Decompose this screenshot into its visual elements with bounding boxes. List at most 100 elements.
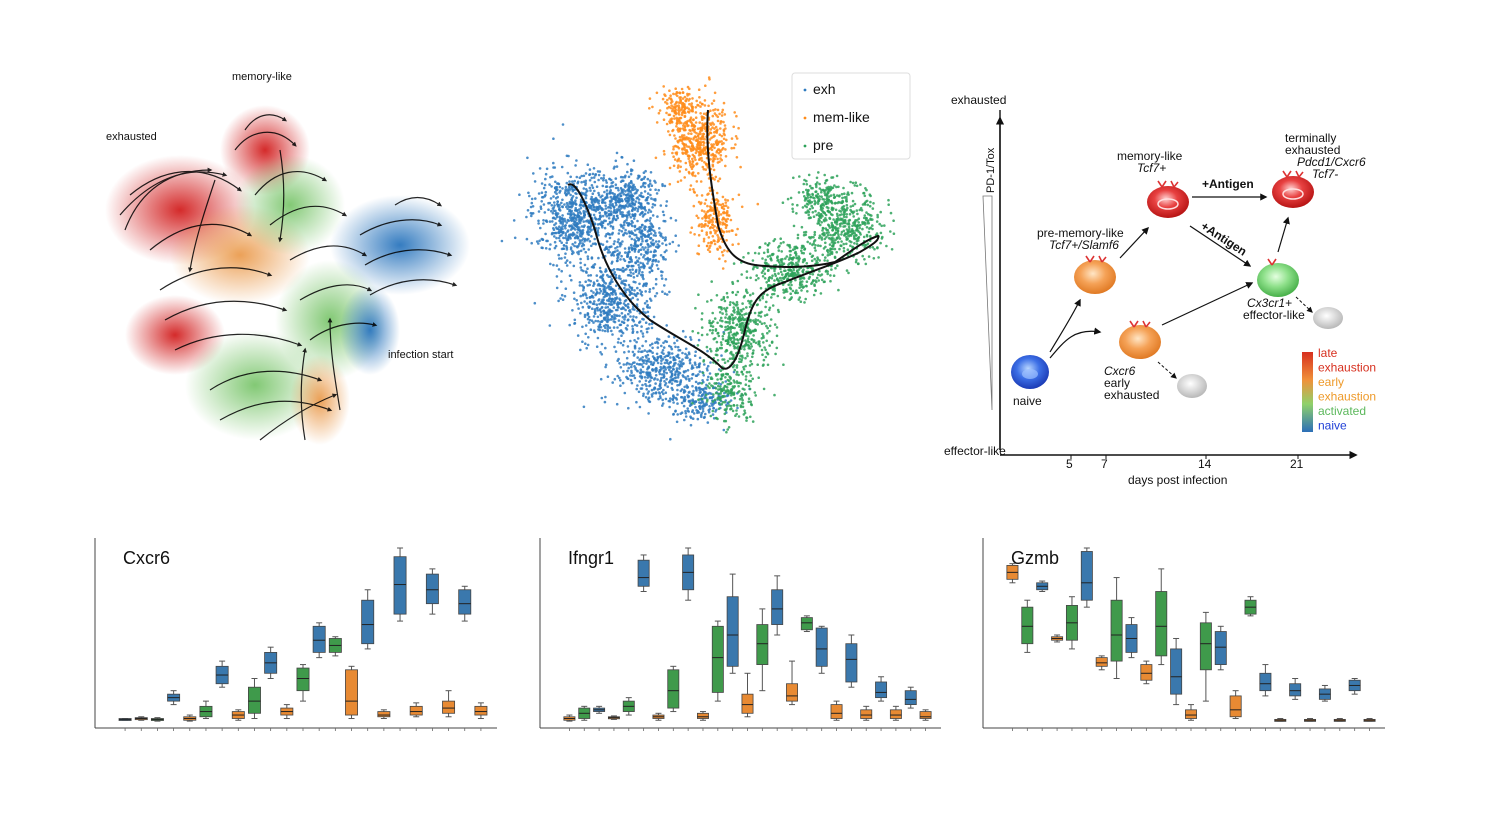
box-10 (280, 704, 294, 731)
box-17 (815, 625, 828, 731)
colorbar-label-5: naive (1318, 419, 1347, 433)
label-pre-memory-1: pre-memory-like (1037, 226, 1124, 240)
box-1 (1021, 599, 1034, 731)
box-14 (1214, 625, 1227, 731)
legend-mem-like-marker (803, 116, 807, 120)
label-exhausted: exhausted (106, 131, 157, 143)
label-early-2: early (1104, 376, 1130, 390)
box-20 (860, 705, 873, 731)
box-19 (1289, 678, 1302, 731)
colorbar-label-0: late (1318, 346, 1338, 360)
box-24 (1363, 718, 1376, 731)
box-7 (667, 665, 680, 731)
cell-effector-like (1257, 258, 1299, 297)
box-12 (741, 672, 754, 731)
box-13 (328, 636, 342, 731)
legend-pre: pre (813, 137, 833, 153)
label-term-3: Pdcd1/Cxcr6 (1297, 155, 1366, 169)
box-15 (1229, 690, 1242, 731)
label-pre-memory-2: Tcf7+/Slamf6 (1049, 238, 1119, 252)
box-9 (264, 646, 278, 731)
arrow-naive-premem (1049, 298, 1081, 353)
box-0 (1006, 563, 1019, 731)
y-axis-label: PD-1/Tox (985, 147, 997, 193)
box-13 (756, 608, 769, 731)
label-term-2: exhausted (1285, 143, 1340, 157)
box-9 (697, 711, 709, 731)
box-5 (637, 554, 650, 731)
colorbar-label-3: exhaustion (1318, 390, 1376, 404)
box-6 (215, 660, 229, 731)
pd1-wedge (982, 195, 993, 411)
box-4 (1065, 596, 1078, 731)
box-15 (361, 589, 375, 731)
colorbar-label-1: exhaustion (1318, 361, 1376, 375)
box-0 (563, 714, 576, 731)
box-4 (183, 714, 197, 731)
cell-early-exhausted (1119, 320, 1161, 359)
arrow-early-effector (1161, 282, 1254, 326)
box-11 (726, 573, 739, 731)
box-21 (875, 676, 888, 731)
scheme-panel: PD-1/Tox exhausted effector-like 5 7 14 … (944, 93, 1376, 487)
box-12 (1185, 704, 1197, 731)
colorbar-label-2: early (1318, 375, 1344, 389)
box-5 (1080, 547, 1093, 731)
box-10 (1155, 568, 1168, 731)
label-naive: naive (1013, 394, 1042, 408)
cell-memory-like (1147, 180, 1189, 218)
box-16 (800, 615, 813, 731)
arrow-early-death (1157, 361, 1177, 379)
legend-exh-marker (803, 88, 807, 92)
label-memory-1: memory-like (1117, 149, 1183, 163)
box-20 (442, 690, 456, 731)
box-21 (1318, 684, 1331, 731)
cell-apoptotic-2 (1313, 307, 1343, 329)
box-23 (1348, 678, 1361, 731)
box-3 (1051, 634, 1064, 731)
boxplot-title: Gzmb (1011, 548, 1059, 568)
box-18 (830, 700, 843, 731)
legend-exh: exh (813, 81, 836, 97)
boxplots: Cxcr6 Ifngr1 Gzmb (94, 538, 1385, 731)
antigen-label-top: +Antigen (1202, 177, 1254, 191)
box-9 (1140, 660, 1153, 731)
umap-trajectory (567, 109, 880, 370)
box-7 (1110, 577, 1123, 731)
label-memory-2: Tcf7+ (1137, 161, 1166, 175)
box-22 (889, 705, 902, 731)
label-term-4: Tcf7- (1312, 167, 1338, 181)
box-2 (150, 717, 164, 731)
colorbar (1302, 352, 1313, 432)
box-8 (682, 547, 695, 731)
arrow-effector-term (1277, 216, 1290, 253)
colorbar-label-4: activated (1318, 404, 1366, 418)
cell-apoptotic-1 (1177, 374, 1207, 398)
umap-legend: exh mem-like pre (791, 72, 911, 160)
umap-legend-box (791, 72, 911, 160)
velocity-panel: memory-like exhausted infection start (105, 71, 470, 445)
box-8 (248, 678, 261, 731)
arrow-naive-early (1049, 327, 1102, 359)
label-effector-like-bottom: effector-like (944, 444, 1006, 458)
box-22 (1333, 718, 1346, 731)
box-14 (771, 575, 784, 731)
label-term-1: terminally (1285, 131, 1336, 145)
x-tick-label-7: 7 (1101, 457, 1108, 471)
box-17 (393, 547, 407, 731)
boxplot-gzmb: Gzmb (982, 538, 1385, 731)
box-5 (199, 700, 213, 731)
box-1 (134, 716, 148, 731)
box-1 (578, 705, 591, 731)
label-early-3: exhausted (1104, 388, 1159, 402)
box-4 (622, 697, 635, 731)
box-7 (231, 709, 245, 731)
box-6 (1095, 655, 1108, 731)
boxplot-ifngr1: Ifngr1 (539, 538, 941, 731)
arrow-effector-death (1295, 296, 1313, 313)
label-early-1: Cxcr6 (1104, 364, 1136, 378)
box-22 (474, 702, 488, 731)
x-tick-label-21: 21 (1290, 457, 1304, 471)
box-8 (1125, 617, 1138, 731)
